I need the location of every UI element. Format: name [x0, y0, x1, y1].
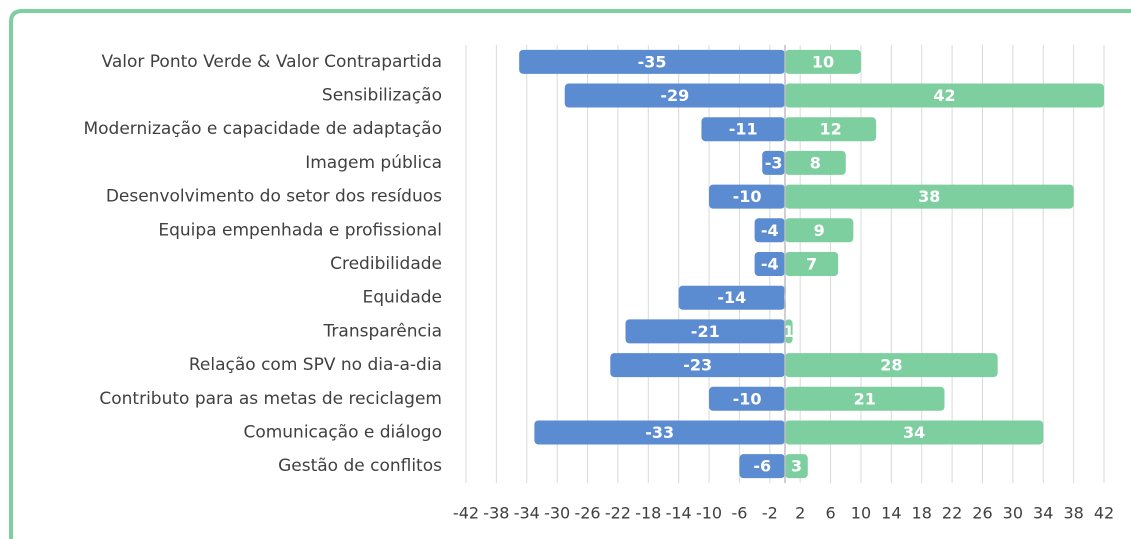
- bar: [678, 285, 785, 310]
- value-label: 7: [806, 255, 817, 274]
- bar: [754, 218, 785, 243]
- category-label: Comunicação e diálogo: [243, 422, 442, 442]
- value-label: 0: [783, 288, 794, 307]
- bar: [785, 150, 846, 175]
- value-label: 12: [819, 120, 841, 139]
- category-label: Relação com SPV no dia-a-dia: [189, 355, 442, 375]
- bar: [519, 49, 785, 74]
- bar: [785, 184, 1074, 209]
- value-label: 8: [810, 153, 821, 172]
- category-label: Gestão de conflitos: [278, 456, 442, 476]
- bar: [785, 319, 793, 344]
- category-label: Equidade: [363, 288, 443, 308]
- x-tick-label: -18: [635, 504, 661, 523]
- value-label: -11: [729, 120, 758, 139]
- category-label: Desenvolvimento do setor dos resíduos: [106, 187, 442, 207]
- value-label: 10: [812, 52, 834, 71]
- x-tick-label: 14: [881, 504, 901, 523]
- x-tick-label: 30: [1003, 504, 1023, 523]
- x-tick-label: 10: [851, 504, 871, 523]
- bar: [534, 420, 785, 445]
- bar: [625, 319, 785, 344]
- category-label: Transparência: [323, 321, 442, 341]
- value-label: -4: [761, 255, 779, 274]
- x-tick-label: -26: [574, 504, 600, 523]
- x-tick-label: -14: [666, 504, 692, 523]
- x-tick-label: 2: [795, 504, 805, 523]
- value-label: -10: [733, 187, 762, 206]
- bar: [709, 386, 785, 411]
- value-label: 1: [783, 322, 794, 341]
- x-tick-label: 38: [1063, 504, 1083, 523]
- bar: [785, 420, 1044, 445]
- bar: [709, 184, 785, 209]
- bar: [785, 454, 808, 479]
- category-label: Modernização e capacidade de adaptação: [83, 119, 442, 139]
- value-label: -4: [761, 221, 779, 240]
- frame: [9, 9, 1131, 539]
- value-label: -23: [683, 356, 712, 375]
- bar: [754, 252, 785, 276]
- x-tick-label: 18: [912, 504, 932, 523]
- category-label: Valor Ponto Verde & Valor Contrapartida: [102, 52, 442, 72]
- x-tick-label: -22: [605, 504, 631, 523]
- bar: [785, 386, 945, 411]
- x-tick-label: -42: [453, 504, 479, 523]
- x-tick-label: 42: [1094, 504, 1114, 523]
- bar: [610, 353, 785, 378]
- value-label: -29: [660, 86, 689, 105]
- value-label: 28: [880, 356, 902, 375]
- x-tick-label: 26: [972, 504, 992, 523]
- x-tick-label: -2: [762, 504, 778, 523]
- value-label: -14: [717, 288, 746, 307]
- value-label: 21: [854, 389, 876, 408]
- value-label: -35: [638, 52, 667, 71]
- bar: [785, 117, 877, 142]
- value-label: -21: [691, 322, 720, 341]
- value-label: -33: [645, 423, 674, 442]
- x-tick-label: 22: [942, 504, 962, 523]
- category-label: Sensibilização: [322, 86, 442, 106]
- x-tick-label: -38: [483, 504, 509, 523]
- bar: [762, 150, 785, 175]
- value-label: 9: [814, 221, 825, 240]
- category-label: Credibilidade: [330, 254, 442, 274]
- value-label: 34: [903, 423, 925, 442]
- x-tick-label: 6: [825, 504, 835, 523]
- bar: [785, 218, 854, 243]
- bar: [785, 83, 1104, 108]
- value-label: 42: [933, 86, 955, 105]
- x-tick-label: -10: [696, 504, 722, 523]
- x-tick-label: 34: [1033, 504, 1053, 523]
- x-tick-label: -30: [544, 504, 570, 523]
- bar: [701, 117, 785, 142]
- bar: [785, 353, 998, 378]
- bar: [739, 454, 785, 479]
- bar: [785, 252, 839, 276]
- value-label: 3: [791, 457, 802, 476]
- x-tick-label: -34: [514, 504, 540, 523]
- value-label: 38: [918, 187, 940, 206]
- value-label: -6: [753, 457, 771, 476]
- value-label: -10: [733, 389, 762, 408]
- category-label: Contributo para as metas de reciclagem: [99, 389, 442, 409]
- x-tick-label: -6: [731, 504, 747, 523]
- value-label: -3: [765, 153, 783, 172]
- bar: [785, 49, 861, 74]
- category-label: Equipa empenhada e profissional: [158, 220, 442, 240]
- bar: [564, 83, 785, 108]
- category-label: Imagem pública: [305, 153, 442, 173]
